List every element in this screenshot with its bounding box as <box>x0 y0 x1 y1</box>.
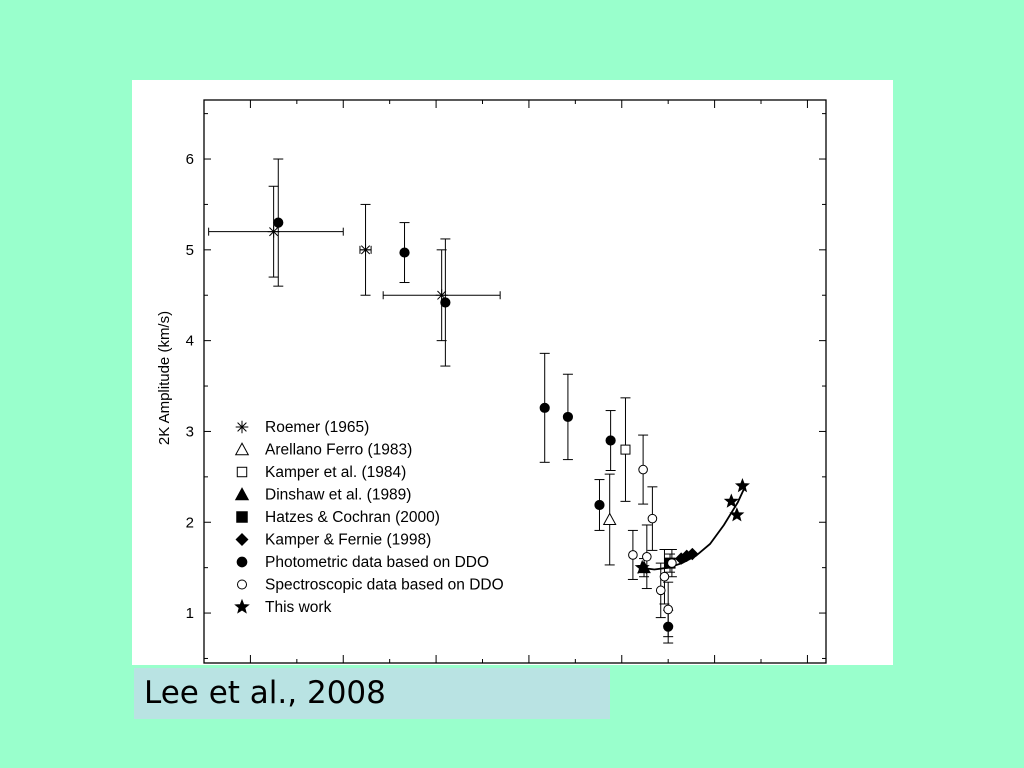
marker-filled-circle <box>605 435 616 446</box>
y-tick-label: 3 <box>186 423 194 440</box>
asterisk-stroke <box>237 422 247 432</box>
marker-open-circle <box>638 464 648 475</box>
legend: Roemer (1965) Arellano Ferro (1983) Kamper… <box>234 419 504 616</box>
marker-filled-circle <box>539 402 550 413</box>
legend-symbol-filled-square <box>236 511 248 523</box>
y-axis-label: 2K Amplitude (km/s) <box>156 311 173 445</box>
marker-asterisk <box>359 243 372 256</box>
legend-label: Kamper et al. (1984) <box>265 464 406 481</box>
legend-label: Hatzes & Cochran (2000) <box>265 509 440 526</box>
legend-label: Arellano Ferro (1983) <box>265 442 412 459</box>
citation-caption: Lee et al., 2008 <box>134 668 610 719</box>
marker-open-circle <box>659 571 670 582</box>
legend-symbol-open-circle <box>236 579 248 590</box>
y-tick-label: 4 <box>186 333 194 350</box>
marker-open-triangle <box>602 512 617 526</box>
legend-label: Dinshaw et al. (1989) <box>265 487 411 504</box>
legend-symbol-open-triangle <box>234 442 250 456</box>
marker-open-circle <box>667 558 677 568</box>
legend-symbol-asterisk <box>235 420 249 434</box>
marker-filled-circle <box>663 621 674 632</box>
marker-filled-star <box>734 478 750 493</box>
marker-filled-circle <box>399 247 410 258</box>
legend-symbol-filled-triangle <box>234 487 250 501</box>
legend-symbol-filled-diamond <box>235 533 249 546</box>
legend-symbol-filled-circle <box>236 556 248 568</box>
asterisk-stroke <box>437 290 447 300</box>
marker-filled-circle <box>594 499 605 511</box>
legend-label: This work <box>265 599 332 616</box>
marker-filled-star <box>634 559 650 575</box>
chart: 2K Amplitude (km/s) 1 2 3 4 5 6 Roemer (1965)… <box>156 99 827 664</box>
axis-ticks: 1 2 3 4 5 6 <box>186 100 826 663</box>
y-tick-label: 1 <box>186 605 194 622</box>
error-bars <box>208 158 677 644</box>
marker-open-square <box>620 444 631 455</box>
y-tick-label: 6 <box>186 151 194 168</box>
legend-symbol-open-square <box>236 466 248 478</box>
marker-open-circle <box>628 550 638 560</box>
data-markers <box>267 217 750 632</box>
legend-symbol-filled-star <box>234 598 250 614</box>
marker-open-circle <box>663 604 673 615</box>
asterisk-stroke <box>269 227 279 237</box>
marker-open-circle <box>642 551 652 562</box>
y-tick-label: 2 <box>186 514 194 531</box>
marker-asterisk <box>267 225 280 238</box>
marker-filled-circle <box>562 411 574 423</box>
marker-filled-circle <box>273 217 284 228</box>
marker-filled-circle <box>440 297 451 308</box>
marker-filled-diamond <box>686 547 699 561</box>
marker-filled-star <box>723 493 739 508</box>
marker-open-circle <box>647 513 658 524</box>
asterisk-stroke <box>360 245 371 255</box>
figure-panel: 2K Amplitude (km/s) 1 2 3 4 5 6 Roemer (1965)… <box>132 80 893 665</box>
y-tick-label: 5 <box>186 242 194 259</box>
legend-label: Kamper & Fernie (1998) <box>265 532 431 549</box>
marker-open-circle <box>655 585 666 596</box>
legend-label: Spectroscopic data based on DDO <box>265 577 504 594</box>
legend-label: Roemer (1965) <box>265 419 369 436</box>
plot-frame <box>203 99 827 664</box>
legend-label: Photometric data based on DDO <box>265 554 489 571</box>
marker-filled-star <box>729 507 745 522</box>
